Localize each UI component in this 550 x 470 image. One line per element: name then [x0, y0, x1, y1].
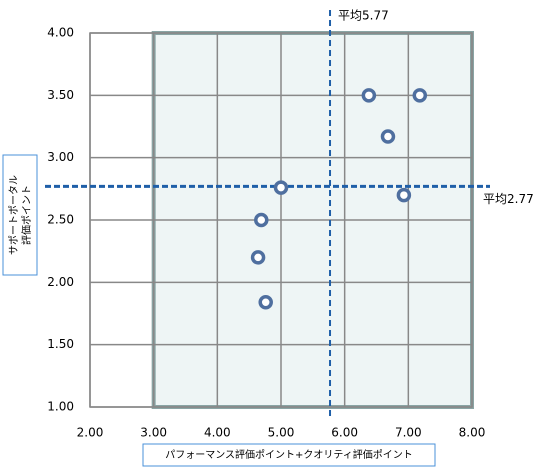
- x-tick-label: 8.00: [459, 426, 486, 440]
- y-tick-label: 4.00: [47, 26, 74, 40]
- point: [250, 250, 266, 265]
- y-tick-label: 3.00: [47, 150, 74, 164]
- x-tick-label: 7.00: [395, 426, 422, 440]
- y-axis-title: サポートポータル: [8, 175, 20, 255]
- y-tick-label: 2.50: [47, 213, 74, 227]
- mean-label: 平均2.77: [483, 192, 534, 206]
- point: [361, 88, 377, 103]
- point: [273, 180, 289, 195]
- point: [254, 212, 269, 228]
- point: [412, 88, 428, 103]
- mean-label: 平均5.77: [338, 9, 389, 23]
- y-axis-title: 評価ポイント: [20, 185, 33, 245]
- x-tick-label: 6.00: [331, 426, 358, 440]
- x-tick-label: 3.00: [140, 426, 167, 440]
- x-axis-title: パフォーマンス評価ポイント+クオリティ評価ポイント: [165, 448, 413, 461]
- x-tick-label: 4.00: [204, 426, 231, 440]
- y-tick-label: 3.50: [47, 88, 74, 102]
- y-tick-label: 1.50: [47, 337, 74, 351]
- x-title-box: [142, 443, 436, 467]
- x-tick-label: 2.00: [77, 426, 104, 440]
- y-title-box: [2, 154, 38, 276]
- y-tick-label: 2.00: [47, 275, 74, 289]
- point: [396, 187, 412, 203]
- x-tick-label: 5.00: [268, 426, 295, 440]
- point: [380, 129, 396, 144]
- y-tick-label: 1.00: [47, 400, 74, 414]
- point: [258, 295, 273, 310]
